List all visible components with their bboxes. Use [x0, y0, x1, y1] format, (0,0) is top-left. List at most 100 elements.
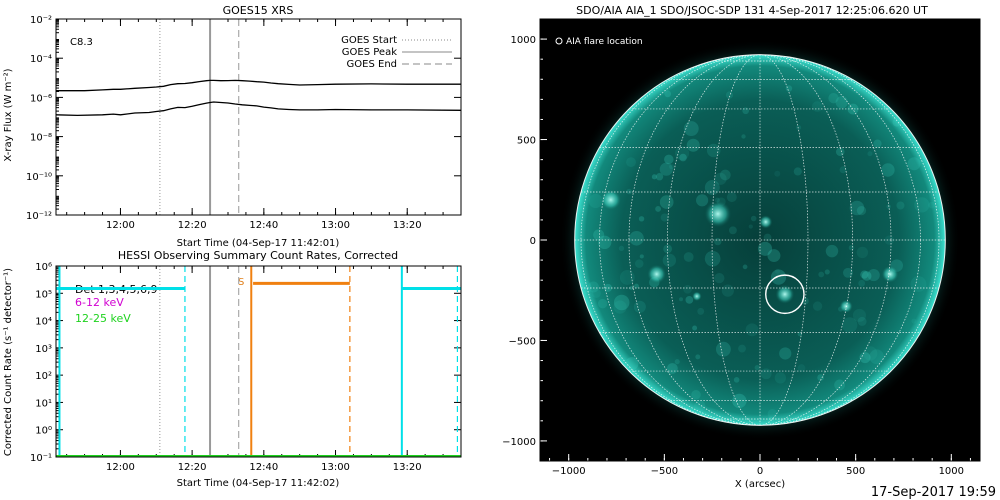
aia-mottle	[719, 169, 731, 181]
aia-mottle	[697, 307, 705, 315]
hessi-frame	[55, 265, 462, 458]
hessi-x-tick-label: 12:00	[106, 462, 135, 473]
aia-mottle	[834, 379, 846, 391]
aia-active-region	[775, 284, 795, 304]
aia-mottle	[633, 283, 639, 289]
aia-mottle	[714, 237, 722, 246]
goes-x-tick-label: 12:00	[106, 220, 135, 231]
aia-mottle	[745, 323, 759, 337]
aia-mottle	[633, 300, 646, 313]
aia-mottle	[742, 107, 750, 115]
aia-mottle	[741, 134, 746, 139]
aia-frame	[539, 18, 981, 462]
hessi-x-tick-label: 13:20	[393, 462, 422, 473]
aia-mottle	[618, 245, 625, 252]
aia-mottle	[860, 270, 869, 279]
aia-mottle	[835, 147, 845, 157]
aia-mottle	[797, 331, 802, 337]
aia-x-tick-label: 1000	[939, 466, 964, 477]
goes-x-tick-label: 13:20	[393, 220, 422, 231]
aia-mottle	[910, 276, 927, 293]
aia-x-tick-label: −500	[651, 466, 678, 477]
goes-long-channel-line	[56, 79, 461, 92]
aia-mottle	[763, 233, 772, 242]
aia-mottle	[928, 201, 936, 209]
aia-mottle	[725, 91, 734, 99]
aia-mottle	[914, 197, 930, 213]
aia-mottle	[785, 85, 793, 92]
aia-mottle	[835, 96, 848, 109]
aia-mottle	[937, 238, 946, 251]
aia-mottle	[597, 298, 608, 309]
aia-mottle	[626, 188, 632, 195]
hessi-y-tick-label: 10⁵	[35, 289, 52, 300]
aia-mottle	[696, 194, 709, 207]
aia-mottle	[629, 230, 644, 246]
aia-mottle	[828, 92, 839, 104]
hessi-x-tick-label: 13:00	[321, 462, 350, 473]
aia-mottle	[669, 164, 675, 170]
aia-mottle	[651, 174, 657, 180]
aia-mottle	[721, 284, 734, 297]
goes-y-tick-label: 10⁻¹⁰	[26, 172, 52, 183]
hessi-x-tick-label: 12:40	[249, 462, 278, 473]
goes-panel: GOES15 XRS X-ray Flux (W m⁻²) Start Time…	[3, 4, 462, 249]
hessi-x-tick-label: 12:20	[178, 462, 207, 473]
aia-mottle	[767, 249, 781, 263]
aia-mottle	[695, 354, 701, 360]
hessi-y-tick-label: 10³	[35, 344, 52, 355]
goes-y-tick-label: 10⁻²	[30, 15, 52, 26]
aia-mottle	[704, 250, 721, 267]
hessi-y-tick-label: 10⁴	[35, 317, 52, 328]
aia-sun-image	[559, 39, 961, 441]
hessi-y-tick-label: 10⁻¹	[30, 453, 52, 464]
aia-mottle	[686, 138, 700, 152]
hessi-x-axis-label: Start Time (04-Sep-17 11:42:02)	[177, 478, 340, 489]
aia-mottle	[857, 316, 867, 326]
aia-mottle	[625, 357, 639, 371]
aia-mottle	[812, 301, 823, 311]
aia-mottle	[760, 368, 772, 380]
aia-mottle	[796, 124, 802, 130]
aia-x-tick-label: 0	[757, 466, 763, 477]
aia-mottle	[664, 90, 672, 98]
aia-mottle	[856, 206, 867, 216]
aia-active-region	[692, 291, 702, 302]
aia-mottle	[911, 318, 917, 324]
aia-mottle	[715, 341, 731, 357]
aia-active-region	[759, 215, 773, 229]
aia-limb-outline	[574, 54, 946, 426]
aia-active-region	[839, 299, 853, 313]
aia-mottle	[852, 82, 862, 92]
aia-mottle	[867, 151, 873, 157]
aia-mottle	[714, 272, 725, 284]
aia-mottle	[824, 269, 830, 275]
aia-mottle	[859, 352, 871, 364]
aia-mottle	[774, 170, 781, 177]
aia-x-axis-label: X (arcsec)	[735, 479, 785, 490]
aia-panel: SDO/AIA AIA_1 SDO/JSOC-SDP 131 4-Sep-201…	[502, 4, 981, 490]
aia-mottle	[683, 284, 692, 294]
aia-mottle	[714, 172, 727, 185]
aia-mottle	[867, 269, 880, 282]
aia-longitude-line	[628, 54, 892, 426]
hessi-y-tick-label: 10⁶	[35, 262, 52, 273]
aia-mottle	[597, 235, 612, 250]
aia-mottle	[638, 216, 645, 222]
aia-y-tick-label: 0	[530, 236, 536, 247]
aia-mottle	[683, 121, 699, 137]
aia-mottle	[779, 347, 792, 360]
hessi-legend-label-6-12: 6-12 keV	[75, 296, 124, 309]
aia-mottle	[613, 300, 627, 314]
hessi-y-axis-label-group: Corrected Count Rate (s⁻¹ detector⁻¹)	[3, 268, 14, 456]
aia-longitude-line	[666, 54, 854, 426]
aia-mottle	[748, 224, 753, 229]
aia-mottle	[841, 317, 858, 333]
aia-mottle	[694, 400, 706, 412]
aia-mottle	[884, 235, 895, 245]
aia-mottle	[704, 180, 720, 195]
aia-mottle	[852, 308, 866, 322]
aia-mottle	[793, 167, 802, 176]
aia-mottle	[738, 344, 746, 353]
